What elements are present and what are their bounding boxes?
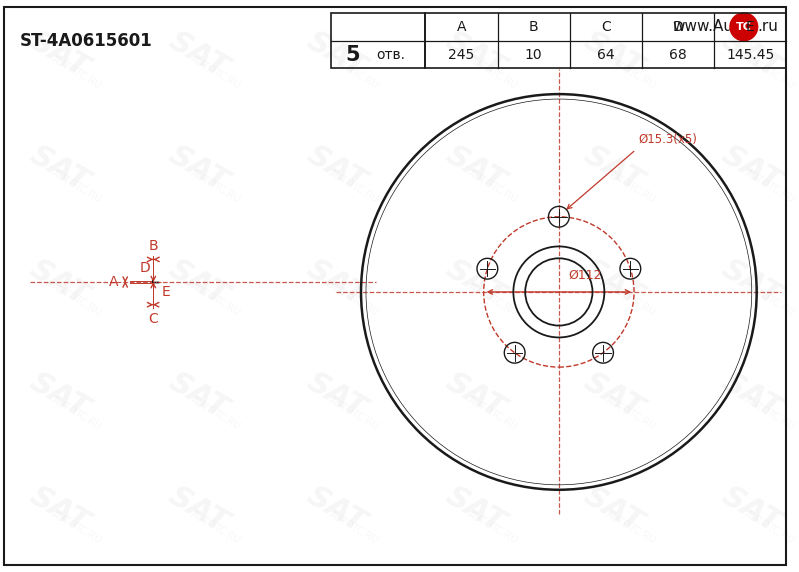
Text: SAT: SAT xyxy=(717,26,786,83)
Text: 5: 5 xyxy=(346,45,360,65)
Text: AUTOTC.RU: AUTOTC.RU xyxy=(743,509,797,546)
Text: 64: 64 xyxy=(597,47,614,62)
Text: 10: 10 xyxy=(525,47,543,62)
Text: Ø15.3(x5): Ø15.3(x5) xyxy=(638,133,697,145)
Text: SAT: SAT xyxy=(440,367,510,424)
Text: SAT: SAT xyxy=(578,26,648,83)
Text: AUTOTC.RU: AUTOTC.RU xyxy=(328,395,381,432)
Text: SAT: SAT xyxy=(717,140,786,197)
Text: SAT: SAT xyxy=(301,481,371,538)
Text: C: C xyxy=(149,312,158,325)
Text: A: A xyxy=(457,20,466,34)
Text: AUTOTC.RU: AUTOTC.RU xyxy=(189,54,242,91)
Text: ST-4A0615601: ST-4A0615601 xyxy=(20,31,153,50)
Text: SAT: SAT xyxy=(163,253,233,311)
Text: AUTOTC.RU: AUTOTC.RU xyxy=(466,168,519,205)
Text: SAT: SAT xyxy=(717,367,786,424)
Text: C: C xyxy=(601,20,610,34)
Text: AUTOTC.RU: AUTOTC.RU xyxy=(189,509,242,546)
Text: AUTOTC.RU: AUTOTC.RU xyxy=(743,395,797,432)
Text: SAT: SAT xyxy=(301,367,371,424)
Text: SAT: SAT xyxy=(578,253,648,311)
Text: A: A xyxy=(109,275,118,289)
Text: SAT: SAT xyxy=(163,140,233,197)
Text: 68: 68 xyxy=(670,47,687,62)
Text: Ø112: Ø112 xyxy=(568,269,602,282)
Text: SAT: SAT xyxy=(578,481,648,538)
Bar xyxy=(332,13,425,69)
Text: www.Auto: www.Auto xyxy=(673,19,749,34)
Text: SAT: SAT xyxy=(301,253,371,311)
Text: SAT: SAT xyxy=(440,253,510,311)
Text: SAT: SAT xyxy=(301,140,371,197)
Text: SAT: SAT xyxy=(163,26,233,83)
Text: AUTOTC.RU: AUTOTC.RU xyxy=(466,281,519,318)
Text: AUTOTC.RU: AUTOTC.RU xyxy=(50,54,104,91)
Text: AUTOTC.RU: AUTOTC.RU xyxy=(189,281,242,318)
Text: 145.45: 145.45 xyxy=(726,47,774,62)
Text: SAT: SAT xyxy=(25,367,94,424)
Text: AUTOTC.RU: AUTOTC.RU xyxy=(328,168,381,205)
Text: AUTOTC.RU: AUTOTC.RU xyxy=(743,168,797,205)
Text: AUTOTC.RU: AUTOTC.RU xyxy=(466,509,519,546)
Text: AUTOTC.RU: AUTOTC.RU xyxy=(328,281,381,318)
Text: AUTOTC.RU: AUTOTC.RU xyxy=(466,395,519,432)
Text: SAT: SAT xyxy=(25,26,94,83)
Text: AUTOTC.RU: AUTOTC.RU xyxy=(604,54,658,91)
Text: .ru: .ru xyxy=(757,19,778,34)
Text: SAT: SAT xyxy=(25,481,94,538)
Text: SAT: SAT xyxy=(717,481,786,538)
Text: SAT: SAT xyxy=(440,481,510,538)
Circle shape xyxy=(730,13,757,41)
Text: AUTOTC.RU: AUTOTC.RU xyxy=(604,168,658,205)
Text: D: D xyxy=(673,20,683,34)
Text: отв.: отв. xyxy=(376,47,405,62)
Text: SAT: SAT xyxy=(440,140,510,197)
Text: AUTOTC.RU: AUTOTC.RU xyxy=(50,168,104,205)
Text: SAT: SAT xyxy=(301,26,371,83)
Text: TC: TC xyxy=(736,22,752,32)
Text: SAT: SAT xyxy=(578,367,648,424)
Text: AUTOTC.RU: AUTOTC.RU xyxy=(604,395,658,432)
Text: AUTOTC.RU: AUTOTC.RU xyxy=(604,281,658,318)
Text: 245: 245 xyxy=(448,47,475,62)
Text: AUTOTC.RU: AUTOTC.RU xyxy=(466,54,519,91)
Text: SAT: SAT xyxy=(25,140,94,197)
Text: B: B xyxy=(529,20,539,34)
Text: AUTOTC.RU: AUTOTC.RU xyxy=(328,509,381,546)
Text: AUTOTC.RU: AUTOTC.RU xyxy=(604,509,658,546)
Text: AUTOTC.RU: AUTOTC.RU xyxy=(189,168,242,205)
Text: SAT: SAT xyxy=(717,253,786,311)
Bar xyxy=(425,13,786,69)
Text: AUTOTC.RU: AUTOTC.RU xyxy=(189,395,242,432)
Text: E: E xyxy=(161,285,170,299)
Text: AUTOTC.RU: AUTOTC.RU xyxy=(743,54,797,91)
Text: AUTOTC.RU: AUTOTC.RU xyxy=(743,281,797,318)
Text: D: D xyxy=(140,261,151,275)
Text: SAT: SAT xyxy=(440,26,510,83)
Text: SAT: SAT xyxy=(25,253,94,311)
Text: B: B xyxy=(149,239,158,253)
Text: AUTOTC.RU: AUTOTC.RU xyxy=(328,54,381,91)
Text: E: E xyxy=(746,20,754,34)
Text: AUTOTC.RU: AUTOTC.RU xyxy=(50,281,104,318)
Text: SAT: SAT xyxy=(163,367,233,424)
Text: AUTOTC.RU: AUTOTC.RU xyxy=(50,395,104,432)
Text: AUTOTC.RU: AUTOTC.RU xyxy=(50,509,104,546)
Text: SAT: SAT xyxy=(163,481,233,538)
Text: SAT: SAT xyxy=(578,140,648,197)
